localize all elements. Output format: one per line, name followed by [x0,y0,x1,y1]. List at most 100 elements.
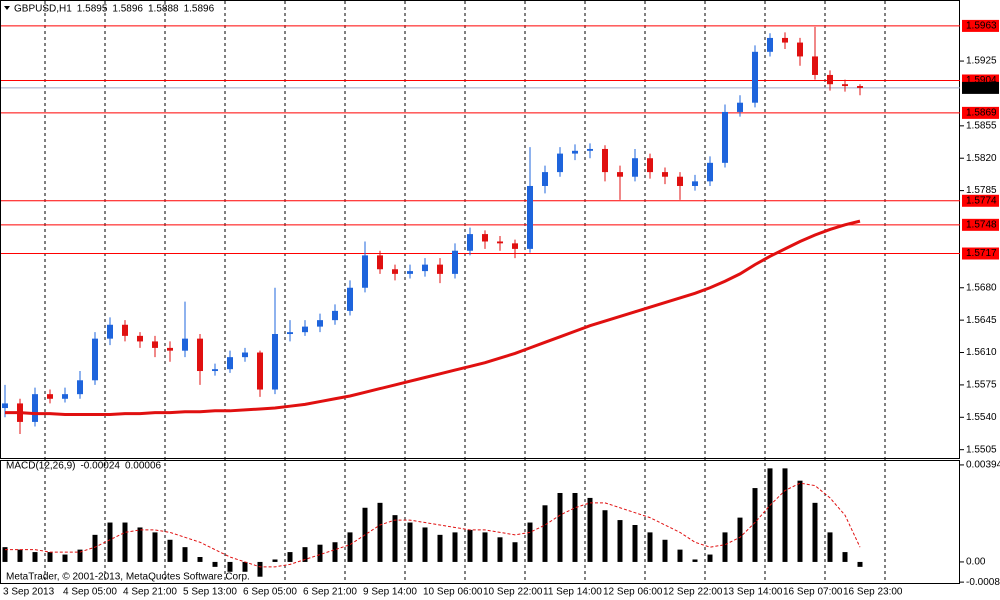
macd-bar [842,552,848,562]
candle-body [452,250,458,274]
macd-bar [737,517,743,562]
macd-bar [392,515,398,562]
macd-bar [182,547,188,562]
macd-bar [2,547,8,562]
candle-body [92,338,98,381]
candle-body [782,37,788,43]
x-tick-label: 10 Sep 06:00 [423,587,483,598]
candle-body [842,84,848,87]
candle-body [152,341,158,348]
y-tick-label: 1.5540 [966,412,997,423]
candle-body [572,150,578,154]
x-tick-label: 13 Sep 14:00 [723,587,783,598]
candle-body [317,320,323,327]
candle-body [677,176,683,186]
quote: 1.5896 [112,4,143,15]
candle-body [47,394,53,399]
macd-bar [467,529,473,562]
y-tick-label: 1.5610 [966,347,997,358]
candle-body [467,234,473,251]
candle-body [392,269,398,274]
macd-bar [332,542,338,562]
candle-body [512,243,518,249]
x-tick-label: 16 Sep 23:00 [843,587,903,598]
macd-bar [152,532,158,562]
macd-bar [257,561,263,577]
y-tick-label: 0.00394 [966,460,1000,471]
y-tick-label: 1.5925 [966,56,997,67]
candle-body [122,324,128,336]
macd-bar [437,534,443,562]
copyright: MetaTrader, © 2001-2013, MetaQuotes Soft… [6,572,250,583]
macd-bar [497,537,503,562]
price-label: 1.5896 [966,83,997,94]
macd-bar [32,552,38,562]
candle-body [482,234,488,242]
price-pane [0,0,960,459]
macd-bar [797,480,803,562]
macd-bar [107,522,113,562]
indicator-title: MACD(12,26,9) [6,461,75,472]
level-label: 1.5869 [966,108,997,119]
y-tick-label: 0.00 [966,557,986,568]
readout: 0.00006 [125,461,162,472]
macd-bar [527,522,533,562]
y-tick-label: 1.5505 [966,444,997,455]
candle-body [542,172,548,186]
y-tick-label: 1.5575 [966,380,997,391]
macd-bar [377,502,383,562]
macd-bar [302,547,308,562]
candle-body [197,338,203,372]
y-tick-label: 1.5680 [966,282,997,293]
macd-bar [587,497,593,562]
x-tick-label: 10 Sep 22:00 [483,587,543,598]
candle-body [557,153,563,173]
candle-body [707,162,713,182]
macd-bar [272,559,278,562]
macd-bar [167,539,173,562]
quote: 1.5888 [148,4,179,15]
candle-body [287,332,293,335]
y-tick-label: 1.5785 [966,185,997,196]
candle-body [182,338,188,351]
macd-bar [572,492,578,562]
candle-body [32,394,38,422]
candle-body [362,255,368,288]
level-label: 1.5748 [966,219,997,230]
macd-bar [137,527,143,562]
macd-bar [632,525,638,562]
macd-bar [407,522,413,562]
candle-body [587,148,593,151]
candle-body [407,271,413,274]
macd-bar [542,505,548,562]
candle-body [137,335,143,342]
macd-bar [77,549,83,562]
candle-body [107,324,113,339]
candle-body [347,287,353,311]
y-tick-label: 1.5855 [966,120,997,131]
macd-bar [827,532,833,562]
symbol: GBPUSD,H1 [14,4,72,15]
macd-bar [227,561,233,572]
level-tag [962,247,999,260]
macd-bar [692,559,698,562]
macd-bar [212,561,218,567]
y-tick-label: 1.5820 [966,153,997,164]
candle-body [647,158,653,173]
macd-bar [647,532,653,562]
macd-bar [662,539,668,562]
candle-body [527,185,533,249]
signal-line [5,482,861,568]
candle-body [332,310,338,321]
candle-body [737,102,743,112]
candle-body [632,158,638,177]
candle-body [167,347,173,351]
candle-body [437,264,443,274]
level-tag [962,218,999,231]
candle-body [827,74,833,85]
candle-body [272,334,278,390]
quote: 1.5895 [77,4,108,15]
macd-bar [602,510,608,562]
x-tick-label: 6 Sep 21:00 [303,587,357,598]
macd-bar [47,552,53,562]
